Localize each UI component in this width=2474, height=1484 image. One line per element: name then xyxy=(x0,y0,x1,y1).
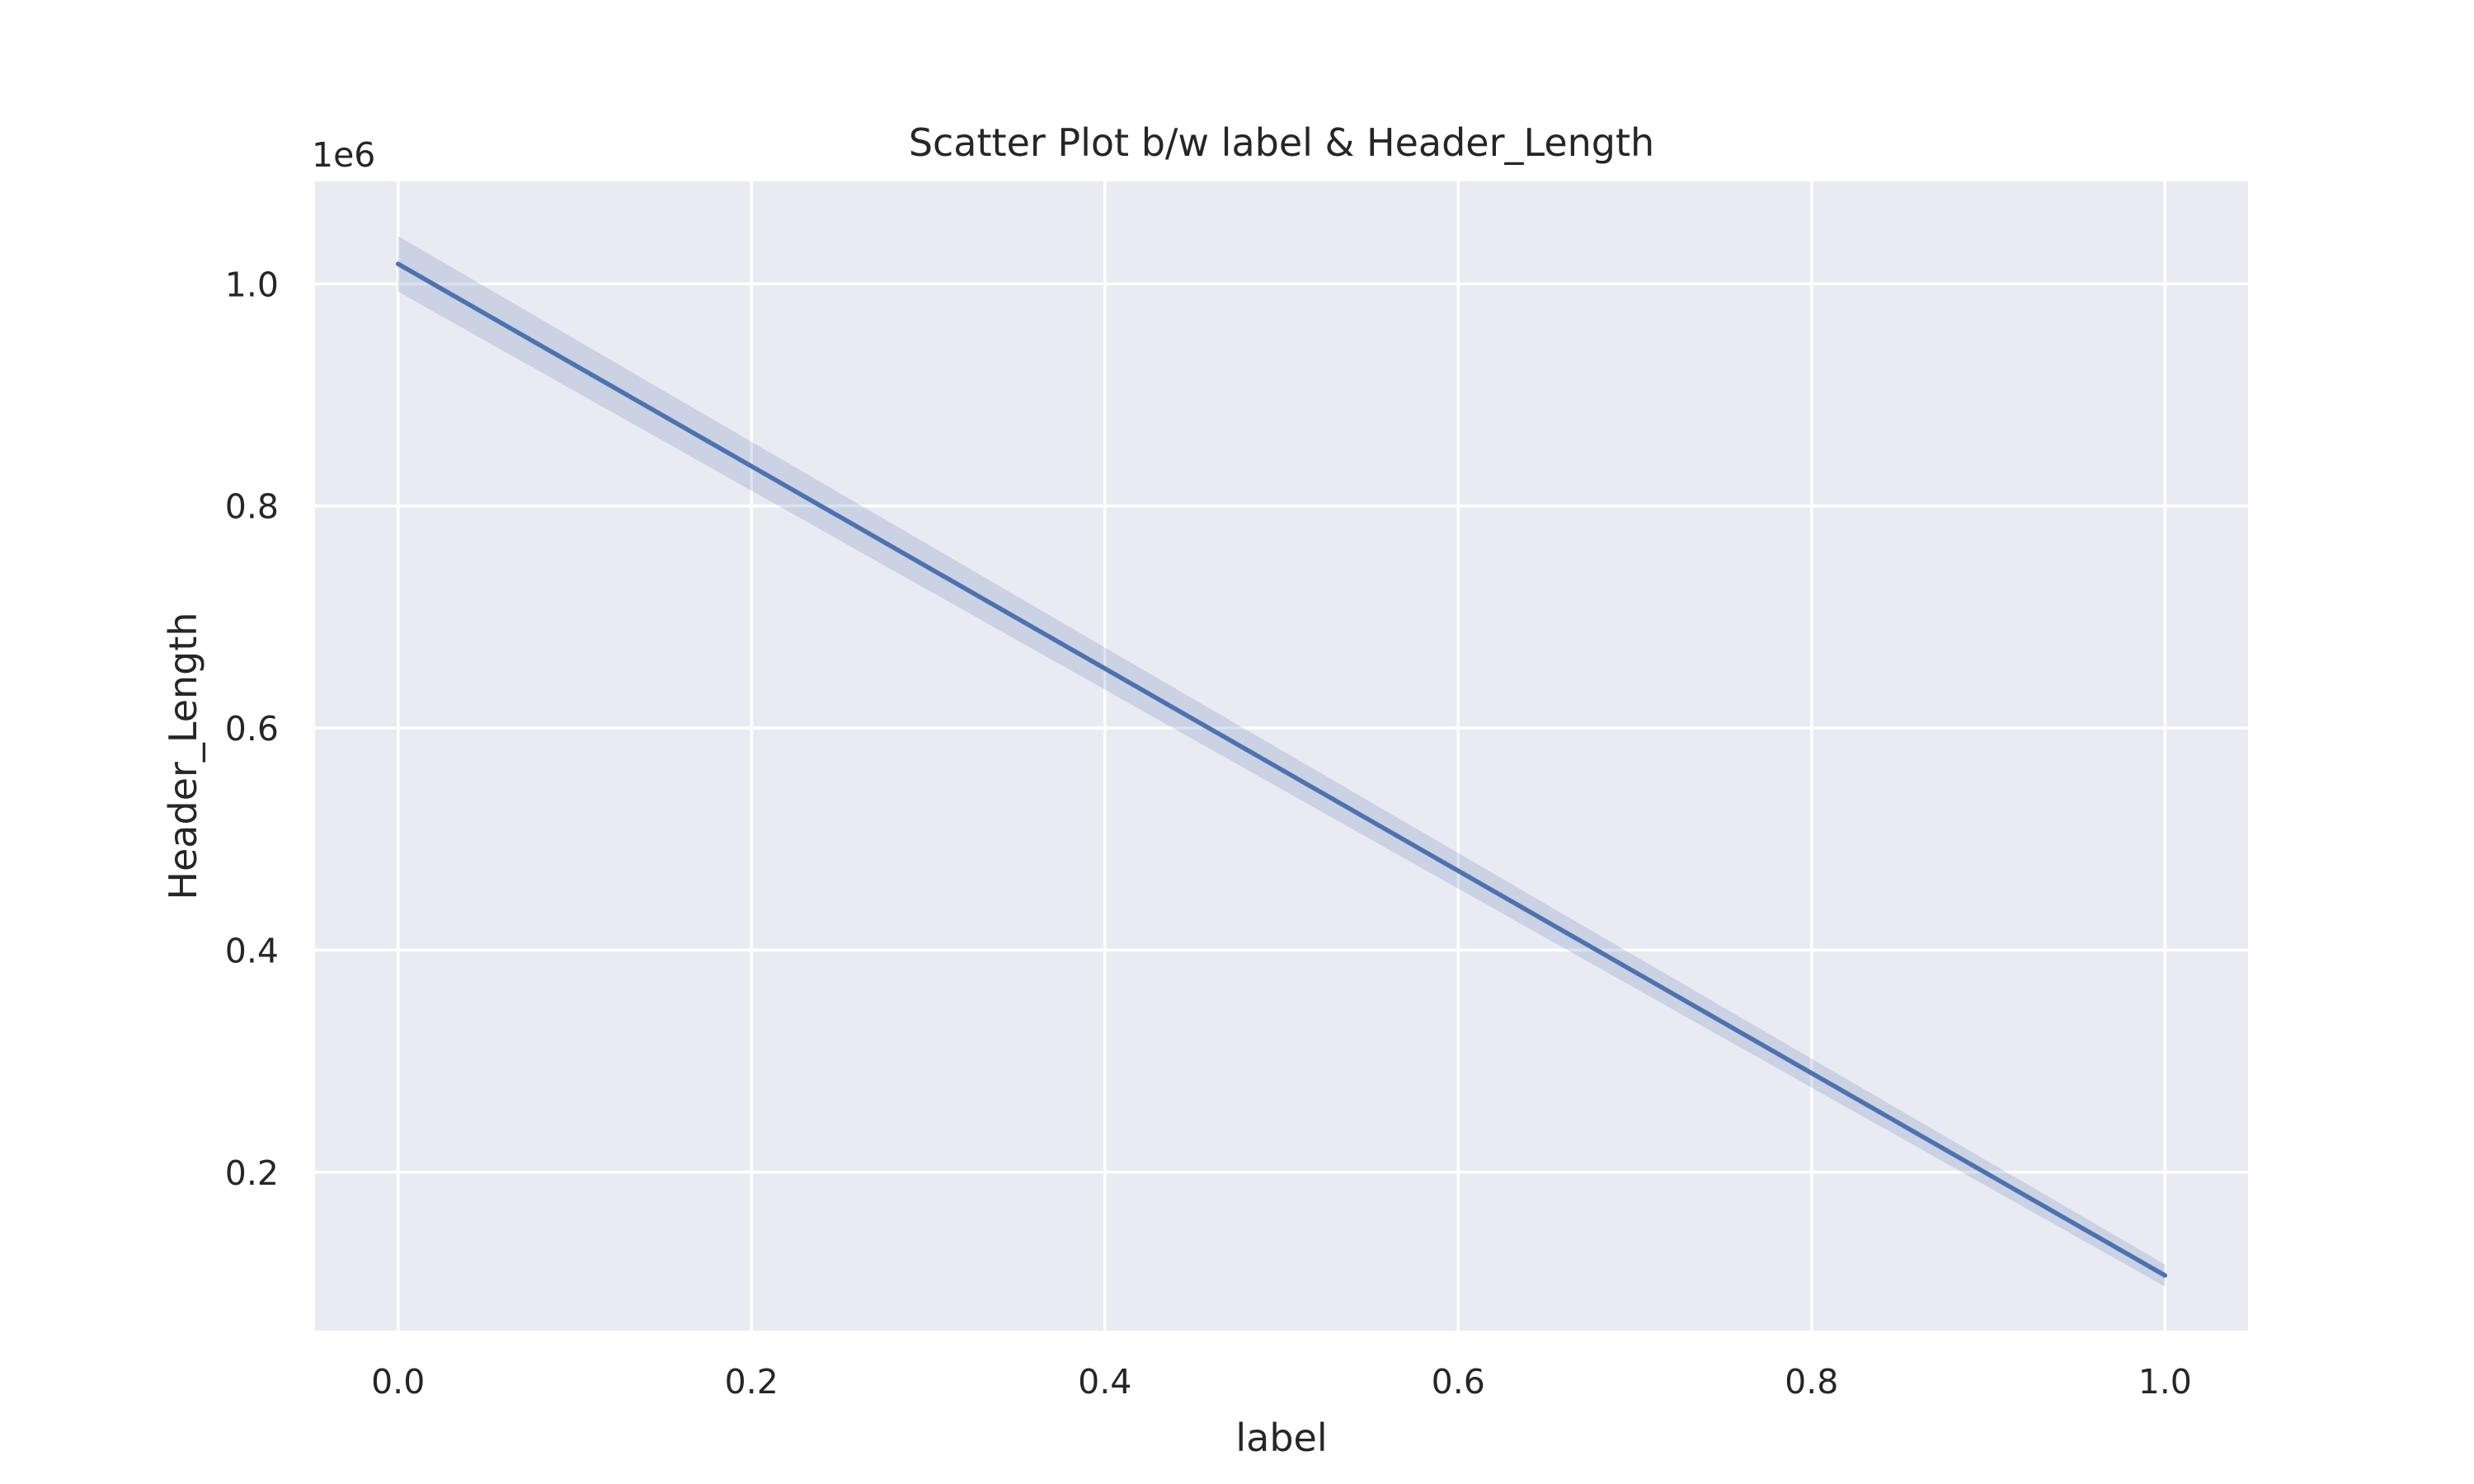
x-tick-label: 0.0 xyxy=(371,1362,425,1402)
chart-title: Scatter Plot b/w label & Header_Length xyxy=(909,120,1654,165)
x-axis-label: label xyxy=(1235,1416,1327,1460)
y-tick-label: 0.2 xyxy=(225,1153,279,1193)
series-line xyxy=(395,261,2168,1278)
x-tick-label: 0.2 xyxy=(725,1362,778,1402)
x-tick-label: 0.6 xyxy=(1432,1362,1485,1402)
y-tick-label: 0.4 xyxy=(225,931,279,970)
y-axis-label: Header_Length xyxy=(161,612,205,899)
x-tick-label: 1.0 xyxy=(2138,1362,2192,1402)
grid xyxy=(315,181,2248,1331)
y-tick-label: 1.0 xyxy=(225,265,279,304)
tick-labels: 0.0 0.2 0.4 0.6 0.8 1.0 0.2 0.4 0.6 0.8 1.0 xyxy=(225,265,2192,1402)
y-tick-label: 0.6 xyxy=(225,709,279,749)
x-tick-label: 0.4 xyxy=(1078,1362,1131,1402)
y-tick-label: 0.8 xyxy=(225,487,279,527)
x-tick-label: 0.8 xyxy=(1785,1362,1838,1402)
series-line-layer xyxy=(395,261,2168,1278)
y-axis-multiplier: 1e6 xyxy=(312,135,375,175)
